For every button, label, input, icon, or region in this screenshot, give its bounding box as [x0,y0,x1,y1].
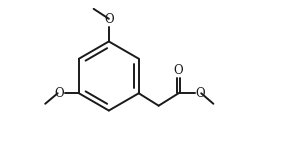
Text: O: O [174,64,183,77]
Text: O: O [104,13,114,26]
Text: O: O [196,87,205,100]
Text: O: O [54,87,64,100]
